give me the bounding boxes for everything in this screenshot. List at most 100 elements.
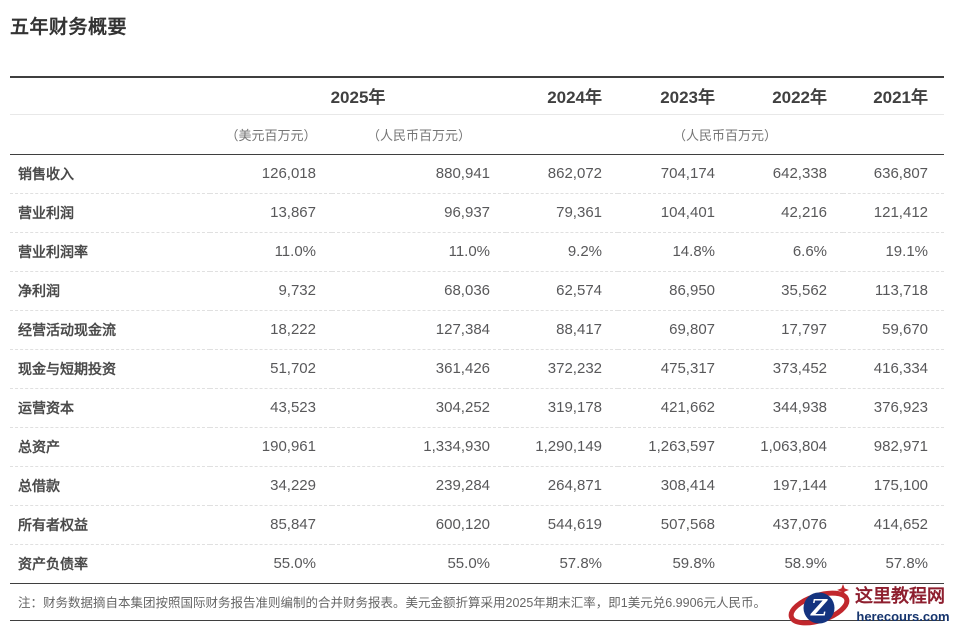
year-header-2024: 2024年 (547, 88, 603, 108)
cell-value: 79,361 (556, 204, 603, 221)
footnote: 注：财务数据摘自本集团按照国际财务报告准则编制的合并财务报表。美元金额折算采用2… (10, 583, 945, 621)
row-label: 净利润 (18, 282, 60, 299)
row-label: 运营资本 (18, 399, 74, 416)
cell-value: 13,867 (270, 204, 316, 221)
cell-value: 982,971 (873, 438, 929, 455)
cell-value: 373,452 (772, 360, 828, 377)
cell-value: 11.0% (448, 243, 491, 260)
cell-value: 35,562 (781, 282, 828, 299)
financial-summary-table: 2025年 2024年 2023年 2022年 2021年 （美元百万元） （人… (10, 76, 945, 621)
year-header-row: 2025年 2024年 2023年 2022年 2021年 (10, 77, 945, 114)
cell-value: 126,018 (261, 165, 316, 182)
unit-header-rmb-2025: （人民币百万元） (367, 127, 472, 143)
cell-value: 85,847 (270, 516, 316, 533)
cell-value: 1,263,597 (648, 438, 716, 455)
unit-header-usd: （美元百万元） (225, 127, 317, 143)
cell-value: 880,941 (435, 165, 491, 182)
cell-value: 372,232 (547, 360, 603, 377)
cell-value: 69,807 (669, 321, 716, 338)
cell-value: 197,144 (772, 477, 828, 494)
corner-cell (10, 77, 210, 114)
row-label: 营业利润 (18, 204, 74, 221)
cell-value: 475,317 (660, 360, 716, 377)
cell-value: 43,523 (270, 399, 316, 416)
table-row: 资产负债率 55.0% 55.0% 57.8% 59.8% 58.9% 57.8… (10, 544, 945, 583)
cell-value: 414,652 (873, 516, 929, 533)
table-row: 销售收入 126,018 880,941 862,072 704,174 642… (10, 154, 945, 193)
cell-value: 11.0% (274, 243, 316, 260)
cell-value: 55.0% (273, 555, 316, 572)
row-label: 现金与短期投资 (18, 360, 116, 377)
row-label: 经营活动现金流 (18, 321, 116, 338)
cell-value: 175,100 (873, 477, 929, 494)
row-label: 销售收入 (18, 165, 74, 182)
cell-value: 14.8% (672, 243, 716, 260)
cell-value: 264,871 (547, 477, 603, 494)
cell-value: 437,076 (772, 516, 828, 533)
cell-value: 1,290,149 (535, 438, 603, 455)
row-label: 营业利润率 (18, 243, 88, 260)
cell-value: 88,417 (556, 321, 603, 338)
cell-value: 51,702 (270, 360, 316, 377)
table-row: 营业利润率 11.0% 11.0% 9.2% 14.8% 6.6% 19.1% (10, 232, 945, 271)
cell-value: 19.1% (885, 243, 929, 260)
watermark-site-name: 这里教程网 (855, 585, 945, 606)
footnote-row: 注：财务数据摘自本集团按照国际财务报告准则编制的合并财务报表。美元金额折算采用2… (10, 583, 945, 621)
cell-value: 113,718 (874, 282, 929, 299)
cell-value: 636,807 (873, 165, 929, 182)
cell-value: 361,426 (435, 360, 491, 377)
cell-value: 57.8% (559, 555, 603, 572)
cell-value: 416,334 (873, 360, 929, 377)
cell-value: 544,619 (547, 516, 603, 533)
cell-value: 239,284 (435, 477, 491, 494)
cell-value: 704,174 (660, 165, 716, 182)
row-label: 所有者权益 (18, 516, 88, 533)
cell-value: 600,120 (435, 516, 491, 533)
cell-value: 319,178 (547, 399, 603, 416)
cell-value: 507,568 (660, 516, 716, 533)
cell-value: 59.8% (672, 555, 716, 572)
logo-globe-icon (803, 592, 835, 624)
table-row: 营业利润 13,867 96,937 79,361 104,401 42,216… (10, 193, 945, 232)
cell-value: 308,414 (660, 477, 716, 494)
table-row: 运营资本 43,523 304,252 319,178 421,662 344,… (10, 388, 945, 427)
cell-value: 18,222 (270, 321, 316, 338)
cell-value: 344,938 (772, 399, 828, 416)
page: 五年财务概要 2025年 2024年 2023年 2022年 2021年 （美元… (10, 17, 945, 621)
cell-value: 68,036 (444, 282, 491, 299)
year-header-2021: 2021年 (873, 88, 929, 108)
cell-value: 304,252 (435, 399, 491, 416)
unit-header-row: （美元百万元） （人民币百万元） （人民币百万元） (10, 114, 945, 154)
cell-value: 55.0% (447, 555, 491, 572)
cell-value: 127,384 (435, 321, 491, 338)
watermark-site-domain: herecours.com (856, 609, 949, 624)
unit-header-rmb: （人民币百万元） (673, 127, 778, 143)
table-row: 经营活动现金流 18,222 127,384 88,417 69,807 17,… (10, 310, 945, 349)
corner-cell (10, 114, 210, 154)
cell-value: 1,063,804 (760, 438, 828, 455)
row-label: 总借款 (18, 477, 60, 494)
cell-value: 421,662 (660, 399, 716, 416)
cell-value: 190,961 (261, 438, 316, 455)
cell-value: 57.8% (885, 555, 929, 572)
cell-value: 1,334,930 (423, 438, 491, 455)
table-row: 总借款 34,229 239,284 264,871 308,414 197,1… (10, 466, 945, 505)
cell-value: 58.9% (784, 555, 828, 572)
logo-sparkle-icon (837, 584, 849, 596)
site-watermark: Z 这里教程网 herecours.com (788, 582, 954, 630)
cell-value: 34,229 (270, 477, 316, 494)
cell-value: 9.2% (567, 243, 603, 260)
cell-value: 42,216 (781, 204, 828, 221)
cell-value: 59,670 (882, 321, 929, 338)
table-row: 所有者权益 85,847 600,120 544,619 507,568 437… (10, 505, 945, 544)
cell-value: 862,072 (547, 165, 603, 182)
table-row: 现金与短期投资 51,702 361,426 372,232 475,317 3… (10, 349, 945, 388)
cell-value: 17,797 (781, 321, 828, 338)
cell-value: 96,937 (444, 204, 491, 221)
year-header-2023: 2023年 (660, 88, 716, 108)
cell-value: 376,923 (873, 399, 929, 416)
row-label: 总资产 (18, 438, 60, 455)
row-label: 资产负债率 (18, 555, 88, 572)
cell-value: 6.6% (792, 243, 828, 260)
table-row: 总资产 190,961 1,334,930 1,290,149 1,263,59… (10, 427, 945, 466)
